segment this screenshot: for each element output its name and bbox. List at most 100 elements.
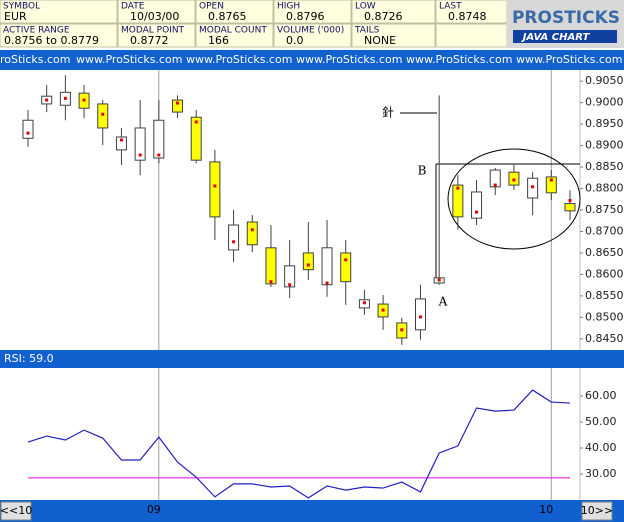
header-value: 0.8765 — [208, 10, 247, 23]
header-value: 0.8748 — [448, 10, 487, 23]
bottom-bar — [0, 500, 624, 522]
modal-point — [400, 328, 404, 332]
header-cell — [117, 23, 196, 48]
header-value: NONE — [364, 34, 396, 47]
modal-point — [512, 178, 516, 182]
header-cell — [117, 0, 196, 24]
prev-button[interactable] — [0, 501, 32, 521]
modal-point — [306, 263, 310, 267]
annotation: 針 — [382, 105, 394, 120]
modal-point — [176, 101, 180, 105]
header-value: 0.8772 — [130, 34, 169, 47]
header-cell — [273, 23, 352, 48]
header-value: 0.8756 to 0.8779 — [4, 34, 99, 47]
header-cell — [435, 0, 508, 24]
modal-point — [250, 228, 254, 232]
modal-point — [549, 178, 553, 182]
next-button-label[interactable]: 10>> — [581, 504, 613, 517]
header-label: DATE — [121, 2, 145, 12]
y-tick-label: 60.00 — [585, 389, 617, 402]
banner-text: www.ProSticks.com — [186, 53, 292, 66]
candle-body — [172, 99, 184, 113]
banner-text: www.ProSticks.com — [406, 53, 512, 66]
x-tick-label: 10 — [539, 503, 553, 516]
header-value: 10/03/00 — [130, 10, 179, 23]
candle-body — [564, 203, 576, 212]
modal-point — [475, 210, 479, 214]
modal-point — [325, 281, 329, 285]
candle-body — [340, 252, 352, 283]
y-tick-label: 0.8850 — [585, 160, 624, 173]
candle-body — [471, 191, 483, 219]
modal-point — [157, 153, 161, 157]
y-tick-label: 0.8450 — [585, 332, 624, 345]
annotation: B — [418, 164, 427, 178]
header-cell — [195, 23, 274, 48]
modal-point — [26, 131, 30, 135]
candle-body — [97, 103, 109, 129]
x-tick-label: 09 — [147, 503, 161, 516]
modal-point — [232, 240, 236, 244]
header-value: 0.0 — [286, 34, 304, 47]
modal-point — [138, 153, 142, 157]
candle-body — [153, 119, 165, 159]
modal-point — [119, 138, 123, 142]
modal-point — [344, 258, 348, 262]
header-label: LAST — [439, 2, 462, 12]
modal-point — [101, 112, 105, 116]
header-label: LOW — [355, 2, 376, 12]
logo-subtitle: JAVA CHART — [521, 32, 591, 43]
header-cell — [195, 0, 274, 24]
header-label: MODAL POINT — [121, 26, 185, 36]
modal-point — [63, 96, 67, 100]
y-tick-label: 50.00 — [585, 415, 617, 428]
banner-text: roSticks.com — [0, 53, 71, 66]
modal-point — [269, 280, 273, 284]
modal-point — [437, 278, 441, 282]
header-value: EUR — [4, 10, 27, 23]
candle-body — [22, 119, 34, 139]
y-tick-label: 0.8800 — [585, 182, 624, 195]
banner-text: www.ProSticks.com — [296, 53, 402, 66]
candle-body — [452, 184, 464, 218]
header-label: ACTIVE RANGE — [3, 26, 70, 36]
candle-body — [190, 116, 202, 161]
candle-body — [209, 161, 221, 218]
modal-point — [456, 186, 460, 190]
modal-point — [213, 184, 217, 188]
y-tick-label: 40.00 — [585, 441, 617, 454]
modal-point — [45, 98, 49, 102]
candle-body — [321, 247, 333, 286]
y-tick-label: 0.8550 — [585, 289, 624, 302]
header-value: 0.8796 — [286, 10, 325, 23]
banner-text: www.ProSticks.com — [76, 53, 182, 66]
header-label: HIGH — [277, 2, 300, 12]
candle-body — [134, 127, 146, 161]
header-cell — [435, 23, 508, 48]
header-cell — [273, 0, 352, 24]
rsi-line — [27, 389, 571, 499]
header-cell — [351, 0, 436, 24]
modal-point — [82, 98, 86, 102]
modal-point — [418, 315, 422, 319]
y-tick-label: 30.00 — [585, 467, 617, 480]
banner-bar — [0, 50, 624, 70]
header-cell — [0, 23, 118, 48]
header-cell — [0, 0, 118, 24]
banner-text: www.ProSticks.com — [516, 53, 622, 66]
prev-button-label[interactable]: <<10 — [0, 504, 32, 517]
next-button[interactable] — [581, 501, 613, 521]
header-label: SYMBOL — [3, 2, 40, 12]
logo: PROSTICKS — [512, 8, 620, 28]
y-tick-label: 0.9050 — [585, 74, 624, 87]
candle-body — [115, 136, 127, 151]
y-tick-label: 0.8600 — [585, 267, 624, 280]
y-tick-label: 0.8500 — [585, 310, 624, 323]
candle-body — [545, 176, 557, 194]
modal-point — [194, 120, 198, 124]
header-value: 0.8726 — [364, 10, 403, 23]
header-value: 166 — [208, 34, 229, 47]
candle-body — [302, 252, 314, 271]
header-cell — [351, 23, 436, 48]
